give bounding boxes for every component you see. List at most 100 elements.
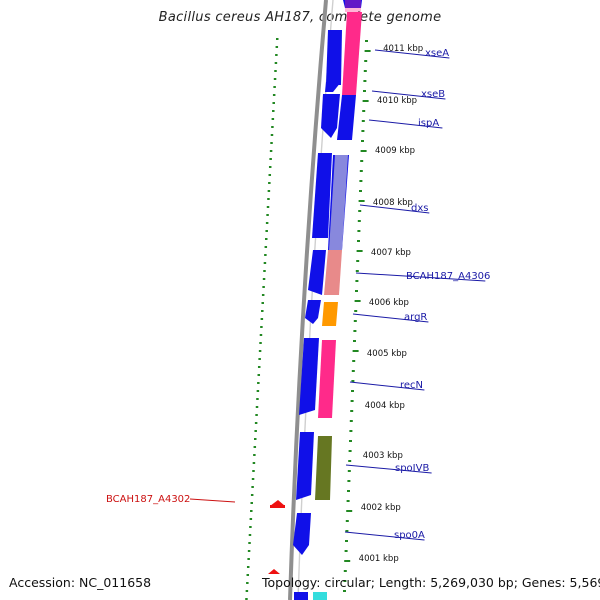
- scale-tick: [360, 160, 364, 162]
- scale-tick: [364, 60, 368, 62]
- cog-feature[interactable]: [315, 436, 332, 500]
- scale-tick: [344, 560, 351, 562]
- cds-feature[interactable]: [305, 300, 321, 324]
- gc-dot: [261, 302, 264, 304]
- scale-tick: [359, 170, 363, 172]
- cds-feature[interactable]: [293, 513, 311, 555]
- gc-dot: [262, 278, 266, 280]
- cog-feature[interactable]: [345, 0, 361, 12]
- gene-label-leader: [189, 498, 236, 503]
- cds-feature[interactable]: [325, 82, 341, 92]
- gc-dot: [270, 142, 273, 144]
- gene-label[interactable]: ispA: [418, 118, 439, 129]
- gene-label[interactable]: argR: [404, 312, 427, 323]
- kbp-tick-label: 4005 kbp: [367, 349, 407, 359]
- scale-tick: [351, 390, 354, 392]
- gene-label[interactable]: xseA: [425, 48, 449, 59]
- gc-dot: [272, 102, 275, 104]
- scale-tick: [343, 580, 347, 582]
- scale-tick: [356, 260, 360, 262]
- gc-dot: [263, 262, 267, 264]
- scale-tick: [346, 500, 350, 502]
- gene-label-leader: [371, 90, 446, 100]
- gene-label[interactable]: BCAH187_A4302: [106, 494, 190, 505]
- gene-label-leader: [359, 204, 430, 214]
- kbp-tick-label: 4008 kbp: [373, 198, 413, 208]
- scale-tick: [347, 470, 351, 472]
- kbp-tick-label: 4007 kbp: [371, 248, 411, 258]
- cog-track: [313, 0, 362, 600]
- marker-icon[interactable]: [268, 569, 280, 574]
- scale-tick: [357, 240, 360, 242]
- kbp-labels: 4011 kbp 4010 kbp 4009 kbp 4008 kbp 4007 kbp…: [359, 44, 423, 564]
- gc-dot: [253, 446, 257, 448]
- scale-tick: [361, 130, 365, 132]
- cog-feature[interactable]: [329, 155, 348, 250]
- kbp-tick-label: 4011 kbp: [383, 44, 423, 54]
- gene-label[interactable]: xseB: [421, 89, 445, 100]
- gene-label-leader: [349, 381, 425, 391]
- cog-feature[interactable]: [322, 302, 338, 326]
- gc-dot: [254, 438, 257, 440]
- gene-label-leader: [344, 531, 425, 541]
- gc-dot: [272, 94, 276, 96]
- gc-dot: [265, 238, 268, 240]
- gc-skew-track: [245, 38, 279, 600]
- scale-tick: [357, 220, 361, 222]
- gc-dot: [248, 542, 251, 544]
- cds-feature[interactable]: [296, 432, 314, 500]
- cds-feature[interactable]: [326, 30, 342, 85]
- scale-tick: [350, 410, 354, 412]
- gc-dot: [249, 526, 252, 528]
- gc-dot: [273, 78, 277, 80]
- scale-tick: [347, 490, 350, 492]
- gc-dot: [259, 342, 262, 344]
- cds-feature[interactable]: [299, 338, 319, 415]
- scale-tick: [343, 570, 347, 572]
- cds-feature[interactable]: [308, 250, 326, 295]
- cog-feature[interactable]: [324, 250, 342, 295]
- genome-backbone: [288, 0, 328, 600]
- scale-tick: [353, 340, 356, 342]
- cds-feature[interactable]: [337, 95, 356, 140]
- gc-dot: [249, 518, 253, 520]
- cds-feature[interactable]: [294, 592, 308, 600]
- gc-dot: [256, 398, 259, 400]
- scale-tick: [354, 300, 361, 302]
- gc-dot: [252, 462, 256, 464]
- gc-dot: [264, 254, 267, 256]
- gene-label[interactable]: BCAH187_A4306: [406, 271, 490, 282]
- cog-feature[interactable]: [313, 592, 327, 600]
- scale-tick: [363, 80, 367, 82]
- cds-feature[interactable]: [312, 153, 332, 238]
- scale-tick: [362, 110, 366, 112]
- gc-dot: [252, 470, 255, 472]
- cog-feature[interactable]: [318, 340, 336, 418]
- gene-label-leader: [355, 272, 486, 282]
- marker-icon[interactable]: [270, 505, 285, 508]
- cds-feature[interactable]: [321, 94, 340, 138]
- cog-feature[interactable]: [342, 12, 362, 95]
- gene-label[interactable]: recN: [400, 380, 423, 391]
- gc-dot: [266, 206, 270, 208]
- gc-dot: [273, 86, 276, 88]
- gc-dot: [270, 134, 274, 136]
- gc-dot: [253, 454, 256, 456]
- gc-dot: [257, 374, 261, 376]
- gc-dot: [276, 38, 279, 40]
- scale-tick: [356, 250, 363, 252]
- gc-dot: [267, 198, 270, 200]
- gene-label[interactable]: dxs: [411, 203, 428, 214]
- cds-feature[interactable]: [343, 0, 362, 8]
- scale-tick: [343, 590, 346, 592]
- marker-icon[interactable]: [270, 500, 285, 506]
- gc-dot: [268, 166, 272, 168]
- kbp-tick-label: 4006 kbp: [369, 298, 409, 308]
- gene-label[interactable]: spoIVB: [395, 463, 429, 474]
- gc-dot: [259, 334, 263, 336]
- gene-label[interactable]: spo0A: [394, 530, 425, 541]
- gene-label-leader: [374, 49, 450, 59]
- scale-tick: [347, 480, 351, 482]
- scale-tick: [355, 290, 358, 292]
